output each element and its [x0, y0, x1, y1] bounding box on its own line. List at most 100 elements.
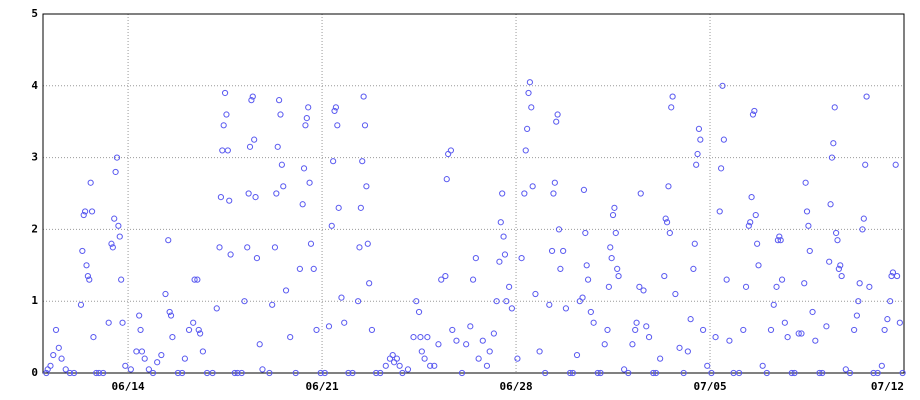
point	[887, 298, 894, 305]
point	[508, 305, 515, 312]
point	[809, 308, 816, 316]
point	[245, 190, 252, 197]
point	[528, 104, 535, 111]
point	[632, 326, 639, 334]
point	[719, 82, 726, 89]
point	[280, 183, 287, 190]
point	[878, 362, 885, 369]
point	[335, 204, 342, 211]
point	[819, 369, 826, 377]
point	[145, 366, 152, 373]
point	[179, 369, 186, 377]
point	[777, 237, 784, 244]
point	[404, 366, 412, 373]
point	[518, 255, 525, 262]
point	[305, 104, 312, 111]
point	[526, 79, 533, 86]
point	[190, 319, 197, 326]
point	[47, 362, 54, 369]
point	[361, 122, 369, 129]
point	[497, 219, 504, 226]
point	[86, 276, 93, 283]
point	[855, 298, 862, 305]
point	[752, 211, 759, 219]
point	[514, 355, 521, 362]
point	[846, 369, 854, 377]
point	[162, 290, 169, 298]
point	[625, 369, 632, 377]
point	[158, 351, 165, 359]
point	[77, 301, 85, 308]
point	[199, 348, 206, 355]
point	[330, 158, 337, 165]
point	[536, 348, 543, 355]
point	[823, 323, 830, 330]
point	[356, 244, 363, 251]
point	[100, 369, 107, 377]
point	[695, 125, 703, 132]
point	[252, 193, 259, 201]
point	[277, 111, 284, 118]
point	[542, 369, 549, 377]
point	[313, 326, 320, 334]
point	[557, 265, 564, 272]
point	[328, 222, 335, 229]
point	[393, 355, 400, 362]
point	[116, 233, 123, 240]
plot-area	[43, 14, 904, 373]
point	[856, 280, 863, 287]
point	[853, 312, 860, 319]
point	[248, 97, 255, 104]
point	[363, 183, 370, 190]
point	[108, 240, 115, 247]
point	[892, 161, 899, 168]
point	[584, 276, 592, 283]
point	[105, 319, 112, 326]
point	[331, 107, 338, 115]
point	[95, 369, 103, 377]
point	[79, 247, 86, 255]
point	[241, 298, 248, 305]
point	[197, 330, 204, 337]
point	[427, 362, 434, 369]
point	[410, 334, 417, 341]
point	[834, 237, 841, 244]
point	[141, 355, 148, 362]
point	[90, 334, 97, 341]
point	[137, 326, 144, 334]
point	[438, 276, 445, 283]
point	[608, 255, 615, 262]
point	[529, 183, 536, 190]
point	[501, 251, 509, 258]
y-tick-label: 1	[31, 294, 38, 307]
point	[704, 362, 711, 369]
point	[522, 147, 529, 154]
point	[629, 341, 636, 348]
point	[287, 334, 294, 341]
point	[636, 283, 643, 290]
point	[838, 272, 845, 280]
point	[435, 341, 442, 348]
point	[755, 262, 762, 269]
point	[506, 283, 513, 290]
point	[109, 244, 116, 251]
point	[66, 369, 73, 377]
point	[806, 247, 813, 255]
point	[691, 240, 698, 247]
point	[496, 258, 503, 265]
point	[166, 308, 173, 316]
point	[213, 305, 220, 312]
point	[421, 355, 428, 362]
point	[341, 319, 348, 326]
point	[449, 326, 456, 334]
point	[560, 247, 567, 255]
point	[748, 193, 755, 201]
point	[597, 369, 604, 377]
point	[389, 351, 396, 359]
point	[788, 369, 795, 377]
point	[896, 319, 903, 326]
point	[569, 369, 576, 377]
point	[415, 308, 423, 316]
point	[661, 272, 668, 280]
point	[708, 369, 715, 377]
